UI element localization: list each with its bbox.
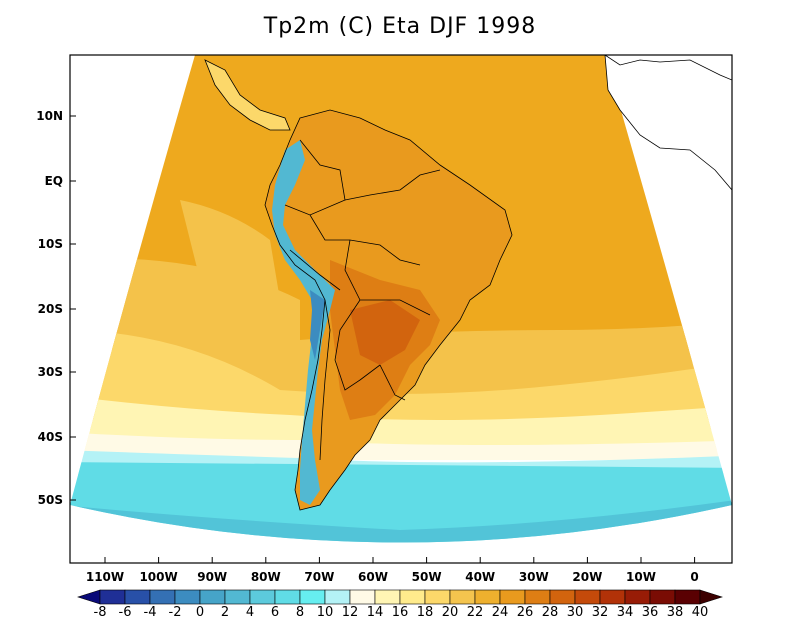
ocean-band-atlantic-warm (440, 330, 732, 365)
colorbar-level-label: 0 (196, 605, 204, 618)
colorbar-level-label: 30 (567, 605, 584, 618)
lon-tick-label: 10W (626, 570, 656, 584)
africa-outline (604, 55, 732, 191)
colorbar-swatch (224, 589, 251, 605)
colorbar-swatch (474, 589, 501, 605)
colorbar-swatch (499, 589, 526, 605)
colorbar-level-label: 24 (492, 605, 509, 618)
colorbar (77, 589, 723, 605)
temperature-field (70, 55, 732, 543)
colorbar-swatch (249, 589, 276, 605)
lat-tick-label: 50S (38, 493, 63, 507)
colorbar-swatch (374, 589, 401, 605)
lat-tick-label: EQ (45, 174, 63, 188)
colorbar-level-label: 40 (692, 605, 709, 618)
ocean-band-cool (70, 330, 732, 430)
andes-coldest-strip (310, 290, 325, 360)
map-title: Tp2m (C) Eta DJF 1998 (263, 14, 537, 39)
lon-tick-label: 0 (690, 570, 698, 584)
colorbar-arrow-high (699, 589, 723, 605)
colorbar-swatch (399, 589, 426, 605)
colorbar-level-label: 28 (542, 605, 559, 618)
colorbar-level-label: 20 (442, 605, 459, 618)
lat-tick-label: 30S (38, 365, 63, 379)
lon-tick-label: 60W (358, 570, 388, 584)
colorbar-level-label: 14 (367, 605, 384, 618)
lat-tick-label: 20S (38, 302, 63, 316)
colorbar-swatch (299, 589, 326, 605)
colorbar-level-label: 18 (417, 605, 434, 618)
colorbar-level-label: 22 (467, 605, 484, 618)
lon-tick-label: 80W (251, 570, 281, 584)
colorbar-swatch (349, 589, 376, 605)
colorbar-swatch (124, 589, 151, 605)
lon-tick-label: 40W (465, 570, 495, 584)
colorbar-level-label: 38 (667, 605, 684, 618)
ocean-band-cream (70, 432, 732, 460)
colorbar-swatch (574, 589, 601, 605)
pacific-cool-tongue (180, 200, 280, 300)
colorbar-swatch (149, 589, 176, 605)
lon-tick-label: 70W (304, 570, 334, 584)
colorbar-swatch (424, 589, 451, 605)
colorbar-level-label: 16 (392, 605, 409, 618)
lon-tick-label: 110W (86, 570, 124, 584)
interior-hottest-region (350, 300, 420, 365)
colorbar-level-label: 26 (517, 605, 534, 618)
colorbar-level-label: 12 (342, 605, 359, 618)
colorbar-swatch (199, 589, 226, 605)
colorbar-swatch (99, 589, 126, 605)
colorbar-swatch (599, 589, 626, 605)
ocean-band-pale (70, 395, 732, 450)
lon-tick-label: 100W (139, 570, 177, 584)
lon-tick-label: 90W (197, 570, 227, 584)
colorbar-level-label: 6 (271, 605, 279, 618)
colorbar-swatch (649, 589, 676, 605)
colorbar-level-label: -8 (94, 605, 107, 618)
country-borders (204, 59, 513, 511)
colorbar-swatch (549, 589, 576, 605)
colorbar-swatch (524, 589, 551, 605)
colorbar-level-label: 10 (317, 605, 334, 618)
colorbar-level-label: -2 (169, 605, 182, 618)
lat-tick-label: 10N (36, 109, 63, 123)
colorbar-level-label: 32 (592, 605, 609, 618)
longitude-axis: 110W 100W 90W 80W 70W 60W 50W 40W 30W 20W 10W 0 (86, 557, 699, 584)
lat-tick-label: 40S (38, 430, 63, 444)
colorbar-level-label: 8 (296, 605, 304, 618)
colorbar-swatch (449, 589, 476, 605)
lon-tick-label: 50W (412, 570, 442, 584)
colorbar-level-label: -6 (119, 605, 132, 618)
colorbar-level-label: -4 (144, 605, 157, 618)
lon-tick-label: 20W (572, 570, 602, 584)
colorbar-level-label: 2 (221, 605, 229, 618)
latitude-axis: 10N EQ 10S 20S 30S 40S 50S (36, 109, 76, 507)
colorbar-swatch (274, 589, 301, 605)
ocean-band-colder (70, 498, 732, 543)
colorbar-level-label: 36 (642, 605, 659, 618)
colorbar-level-label: 4 (246, 605, 254, 618)
colorbar-swatch (674, 589, 701, 605)
central-america-landmass (205, 60, 290, 130)
colorbar-swatch (174, 589, 201, 605)
colorbar-swatch (624, 589, 651, 605)
colorbar-labels: -8 -6 -4 -2 0 2 4 6 8 10 12 14 16 18 20 22 24 26 28 30 32 34 3… (94, 605, 709, 618)
colorbar-swatch (324, 589, 351, 605)
lon-tick-label: 30W (519, 570, 549, 584)
colorbar-level-label: 34 (617, 605, 634, 618)
lat-tick-label: 10S (38, 237, 63, 251)
colorbar-arrow-low (77, 589, 101, 605)
